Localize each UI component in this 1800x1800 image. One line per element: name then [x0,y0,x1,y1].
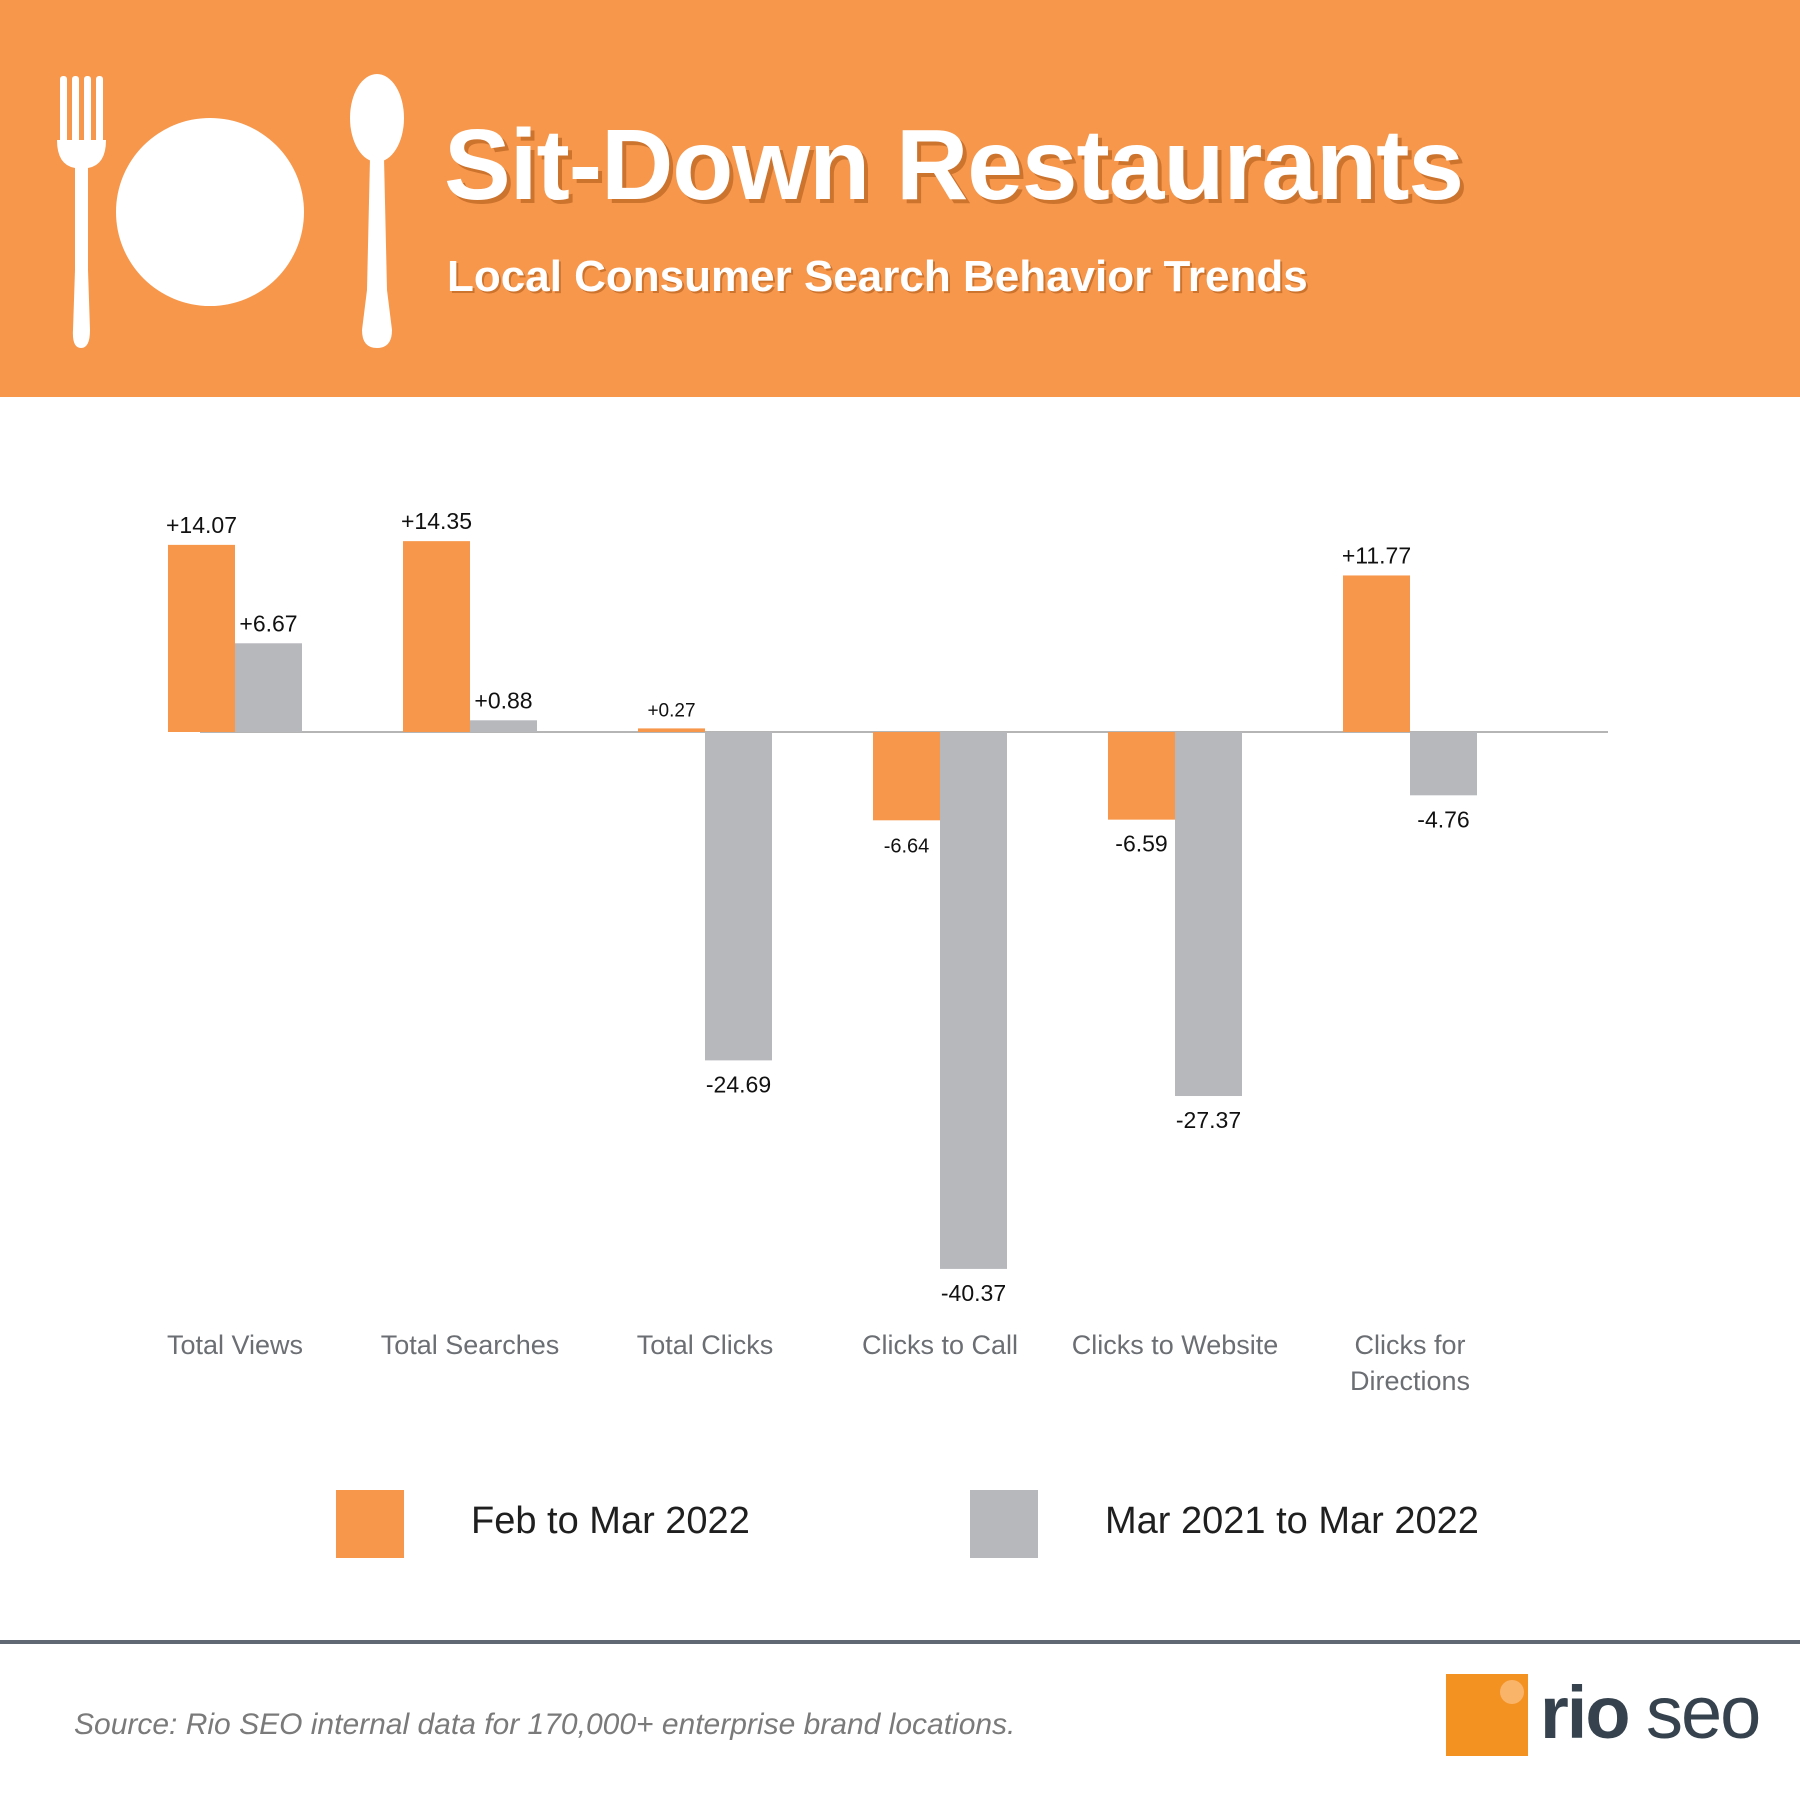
category-label-c1: Total Views [167,1330,303,1360]
value-label-s2-c5: -27.37 [1176,1107,1241,1133]
bar-s1-c3 [638,728,705,732]
value-label-s2-c2: +0.88 [474,687,532,713]
value-label-s2-c4: -40.37 [941,1280,1006,1306]
value-label-s1-c1: +14.07 [166,512,237,538]
bar-s2-c2 [470,720,537,732]
chart-legend: Feb to Mar 2022 Mar 2021 to Mar 2022 [0,1490,1800,1560]
logo-text-rio: rio [1540,1671,1631,1754]
category-label-c6-line2: Directions [1350,1366,1470,1396]
category-label-c3: Total Clicks [637,1330,774,1360]
bar-s2-c3 [705,732,772,1061]
header-banner: Sit-Down Restaurants Local Consumer Sear… [0,0,1800,397]
bar-s2-c4 [940,732,1007,1269]
bar-s1-c2 [403,541,470,732]
spoon-icon [350,74,404,348]
logo-dot [1500,1680,1524,1704]
legend-label-feb-mar: Feb to Mar 2022 [471,1500,750,1542]
category-label-c4: Clicks to Call [862,1330,1018,1360]
page-subtitle: Local Consumer Search Behavior Trends [447,252,1308,301]
bar-s1-c6 [1343,575,1410,732]
legend-swatch-feb-mar [336,1490,404,1558]
bar-chart: +14.07 +6.67 Total Views +14.35 +0.88 Total S… [166,508,1608,1396]
value-label-s1-c2: +14.35 [401,508,472,534]
bar-s1-c4 [873,732,940,821]
bar-s2-c1 [235,643,302,732]
source-note: Source: Rio SEO internal data for 170,00… [74,1708,1016,1741]
value-label-s1-c5: -6.59 [1115,831,1167,857]
plate-icon [116,118,304,306]
bar-s1-c5 [1108,732,1175,820]
category-label-c5: Clicks to Website [1072,1330,1279,1360]
value-label-s1-c4: -6.64 [884,835,930,857]
fork-icon [57,76,106,348]
legend-label-yoy: Mar 2021 to Mar 2022 [1105,1500,1479,1542]
page-title: Sit-Down Restaurants [444,109,1464,221]
value-label-s1-c6: +11.77 [1342,542,1411,568]
bar-s1-c1 [168,544,235,732]
logo-text-seo: seo [1646,1671,1761,1754]
value-label-s1-c3: +0.27 [647,700,695,721]
category-label-c6-line1: Clicks for [1354,1330,1465,1360]
bar-s2-c5 [1175,732,1242,1097]
bar-s2-c6 [1410,732,1477,796]
value-label-s2-c6: -4.76 [1417,806,1469,832]
category-label-c2: Total Searches [381,1330,560,1360]
legend-swatch-yoy [970,1490,1038,1558]
footer-divider [0,1640,1800,1644]
value-label-s2-c1: +6.67 [239,610,297,636]
value-label-s2-c3: -24.69 [706,1071,771,1097]
tableware-icons [57,74,404,348]
rio-seo-logo: rio seo [1446,1670,1776,1760]
